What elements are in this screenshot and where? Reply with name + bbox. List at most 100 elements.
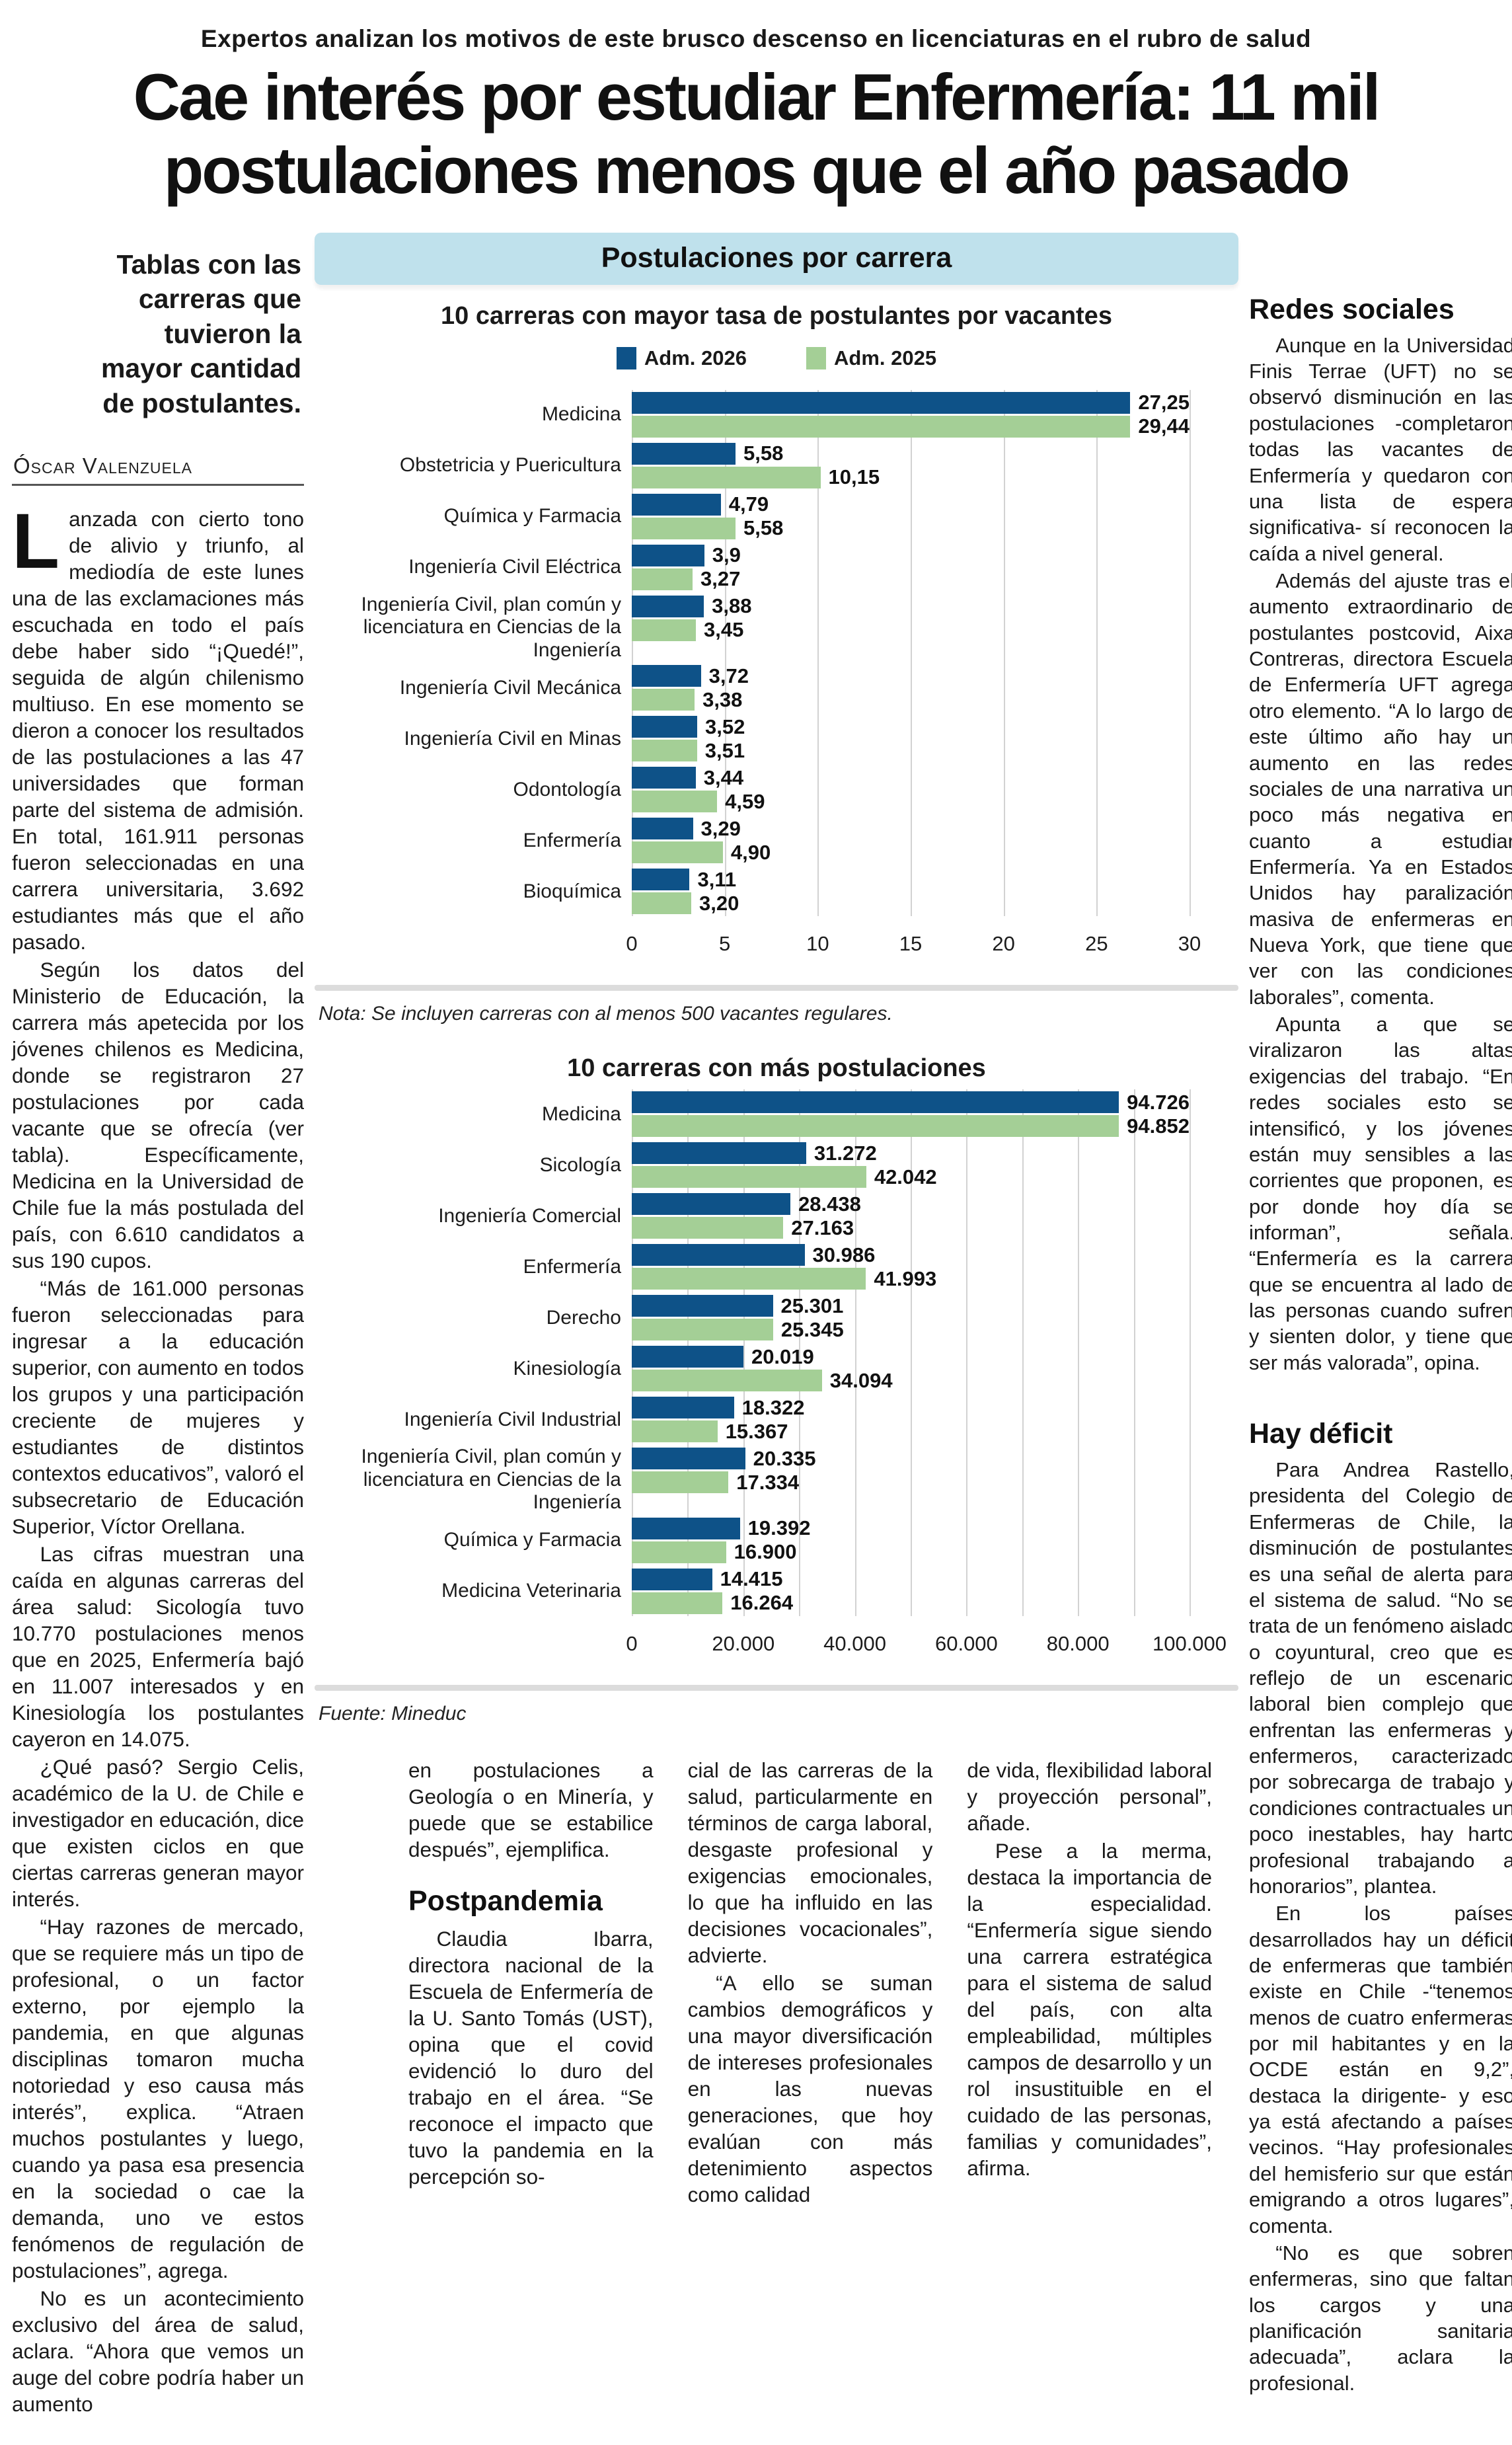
bar-group: 19.392 16.900: [632, 1516, 1190, 1565]
bar-line: 25.345: [632, 1318, 1190, 1341]
legend-label: Adm. 2026: [644, 346, 747, 369]
bar-line: 3,44: [632, 765, 1190, 789]
bar-adm-2026: [632, 1397, 734, 1419]
bar-line: 94.852: [632, 1114, 1190, 1138]
chart-row: Enfermería 3,29 4,90: [315, 816, 1238, 865]
gridline: [724, 389, 726, 917]
paragraph: Apunta a que se viralizaron las altas ex…: [1249, 1013, 1512, 1374]
left-column-body: Lanzada con cierto tono de alivio y triu…: [12, 498, 304, 2417]
grid-overlay: [632, 389, 1191, 917]
bar-line: 20.335: [632, 1446, 1190, 1470]
chart-postulantes-por-vacante: Medicina 27,25 29,44 Obstetricia y Puericul…: [315, 389, 1238, 966]
bar-line: 14.415: [632, 1567, 1190, 1591]
bar-line: 3,72: [632, 664, 1190, 687]
bar-line: 16.900: [632, 1540, 1190, 1564]
bar-adm-2025: [632, 1541, 726, 1563]
bar-value-label: 14.415: [720, 1567, 783, 1591]
category-label: Ingeniería Civil, plan común y licenciat…: [361, 593, 621, 661]
bar-adm-2026: [632, 1346, 743, 1368]
bar-value-label: 27,25: [1138, 391, 1190, 414]
bar-value-label: 3,72: [708, 664, 749, 687]
paragraph: Las cifras muestran una caída en algunas…: [12, 1542, 304, 1752]
bar-value-label: 27.163: [791, 1216, 854, 1239]
bar-line: 3,52: [632, 715, 1190, 738]
bar-adm-2026: [632, 767, 696, 789]
bar-line: 16.264: [632, 1591, 1190, 1614]
bar-adm-2025: [632, 1319, 773, 1341]
gridline: [966, 1089, 968, 1616]
section-heading: Redes sociales: [1249, 293, 1455, 325]
axis-tick-label: 10: [806, 932, 829, 956]
gridline: [1022, 1089, 1024, 1616]
legend-swatch-adm-2026: [616, 346, 636, 369]
bar-group: 30.986 41.993: [632, 1242, 1190, 1292]
bar-line: 3,20: [632, 891, 1190, 915]
bar-line: 20.019: [632, 1345, 1190, 1368]
chart-note: Nota: Se incluyen carreras con al menos …: [319, 1003, 893, 1025]
bar-value-label: 3,45: [704, 618, 744, 642]
continuation-column-1: en postulaciones a Geología o en Minería…: [408, 1757, 654, 2209]
bar-line: 5,58: [632, 442, 1190, 465]
axis-tick-label: 25: [1085, 932, 1108, 956]
chart-body: Medicina 94.726 94.852 Sicología 31.272 42.04…: [315, 1089, 1238, 1616]
bar-line: 10,15: [632, 465, 1190, 489]
bar-adm-2025: [632, 791, 718, 813]
bar-value-label: 3,29: [700, 816, 741, 840]
bar-line: 3,38: [632, 688, 1190, 711]
bar-group: 14.415 16.264: [632, 1567, 1190, 1616]
bar-adm-2026: [632, 442, 736, 465]
chart-row: Ingeniería Civil Mecánica 3,72 3,38: [315, 663, 1238, 713]
bar-group: 18.322 15.367: [632, 1395, 1190, 1444]
bar-value-label: 20.335: [753, 1446, 816, 1470]
axis-tick-label: 40.000: [823, 1631, 887, 1655]
bar-adm-2025: [632, 1166, 866, 1188]
bar-line: 3,45: [632, 618, 1190, 642]
category-label: Química y Farmacia: [443, 1529, 621, 1551]
paragraph: Para Andrea Rastello, presidenta del Col…: [1249, 1458, 1512, 1898]
bar-value-label: 3,9: [712, 543, 741, 567]
paragraph: En los países desarrollados hay un défic…: [1249, 1902, 1512, 2237]
bar-line: 4,79: [632, 492, 1190, 516]
chart-row: Bioquímica 3,11 3,20: [315, 867, 1238, 916]
bar-value-label: 5,58: [743, 442, 784, 465]
bar-line: 3,51: [632, 738, 1190, 762]
bar-adm-2025: [632, 415, 1131, 438]
category-label: Medicina: [541, 1103, 621, 1125]
section-heading: Hay déficit: [1249, 1418, 1393, 1450]
paragraph: de vida, flexibilidad laboral y proyecci…: [967, 1758, 1212, 1835]
paragraph: Claudia Ibarra, directora nacional de la…: [408, 1926, 654, 2189]
paragraph: en postulaciones a Geología o en Minería…: [408, 1758, 654, 1861]
bar-adm-2025: [632, 1420, 718, 1443]
chart-row: Ingeniería Civil, plan común y licenciat…: [315, 1446, 1238, 1514]
axis-tick-label: 60.000: [934, 1631, 998, 1655]
article-content: Tablas con las carreras que tuvieron la …: [12, 230, 1512, 2419]
bar-value-label: 3,20: [699, 891, 739, 915]
bar-value-label: 16.900: [734, 1540, 797, 1564]
bar-line: 27.163: [632, 1216, 1190, 1239]
gridline: [1078, 1089, 1080, 1616]
divider-rule: [315, 985, 1238, 991]
bar-value-label: 3,51: [704, 738, 745, 762]
bar-adm-2026: [632, 1517, 740, 1539]
bar-value-label: 3,44: [703, 765, 744, 789]
chart-row: Química y Farmacia 19.392 16.900: [315, 1516, 1238, 1565]
axis-tick-label: 100.000: [1152, 1631, 1227, 1655]
bar-value-label: 41.993: [874, 1266, 937, 1290]
bar-value-label: 3,52: [705, 715, 745, 738]
chart-row: Obstetricia y Puericultura 5,58 10,15: [315, 441, 1238, 490]
axis-tick-label: 20: [992, 932, 1015, 956]
bar-adm-2025: [632, 1217, 784, 1239]
gridline: [632, 389, 633, 917]
bar-value-label: 10,15: [828, 465, 880, 489]
bar-value-label: 31.272: [813, 1141, 877, 1165]
axis-tick-label: 5: [719, 932, 731, 956]
bar-value-label: 4,90: [730, 840, 771, 864]
legend-swatch-adm-2025: [806, 346, 826, 369]
bar-adm-2025: [632, 1592, 723, 1614]
bar-group: 3,9 3,27: [632, 543, 1190, 592]
chart-row: Ingeniería Civil Eléctrica 3,9 3,27: [315, 543, 1238, 592]
chart-row: Odontología 3,44 4,59: [315, 765, 1238, 814]
bar-line: 4,59: [632, 790, 1190, 813]
bar-adm-2026: [632, 818, 693, 840]
paragraph: Además del ajuste tras el aumento extrao…: [1249, 568, 1512, 1009]
